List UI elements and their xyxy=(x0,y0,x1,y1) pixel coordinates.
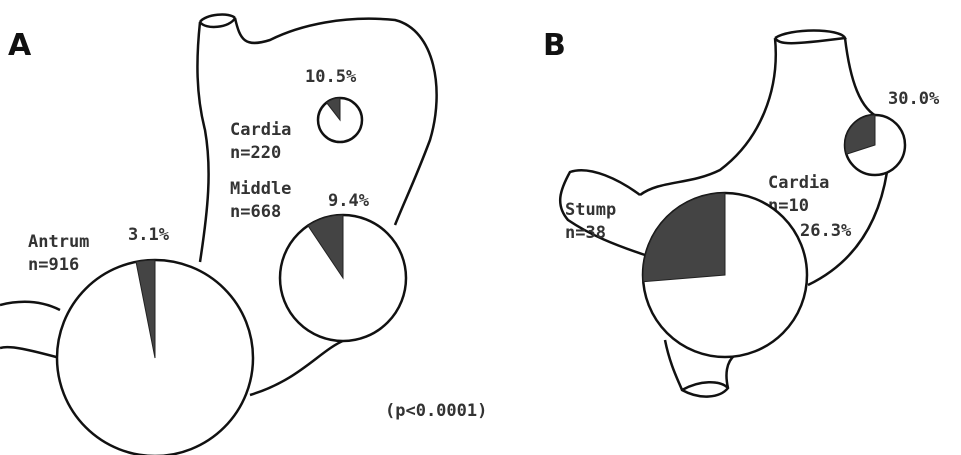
region-percent: 30.0% xyxy=(888,89,940,109)
region-name: Cardia xyxy=(768,173,829,193)
figure: A Cardia n=220 10.5% Middle n=668 9.4% Antrum n=… xyxy=(0,0,961,455)
region-name: Cardia xyxy=(230,120,291,140)
p-value: (p<0.0001) xyxy=(385,401,487,421)
region-percent: 10.5% xyxy=(305,67,357,87)
panel-letter: B xyxy=(543,28,566,63)
region-name: Middle xyxy=(230,179,291,199)
region-name: Antrum xyxy=(28,232,89,252)
region-percent: 26.3% xyxy=(800,221,852,241)
region-percent: 3.1% xyxy=(128,225,170,245)
panel-letter: A xyxy=(8,28,32,63)
region-percent: 9.4% xyxy=(328,191,370,211)
region-n: n=916 xyxy=(28,255,79,275)
pie-wedge xyxy=(643,193,725,282)
region-n: n=38 xyxy=(565,223,606,243)
region-n: n=668 xyxy=(230,202,281,222)
region-name: Stump xyxy=(565,200,616,220)
region-n: n=220 xyxy=(230,143,281,163)
